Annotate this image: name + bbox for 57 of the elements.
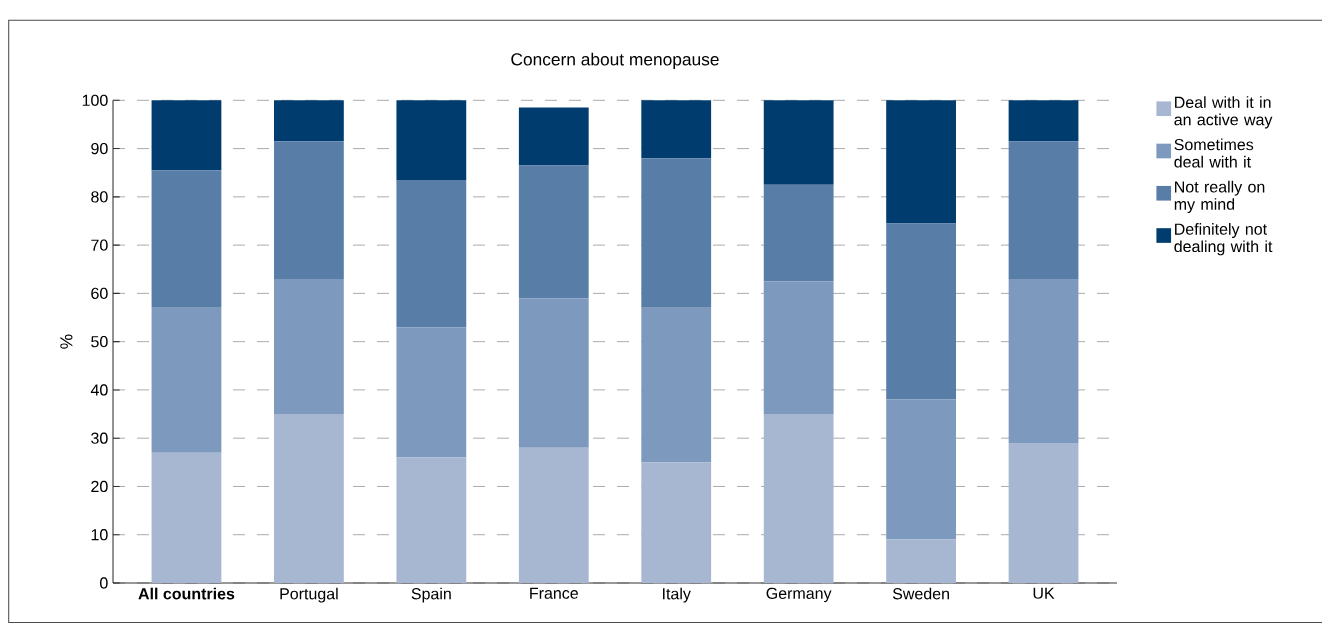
bar [151,452,222,583]
bar [274,278,344,415]
bar [1008,443,1079,583]
bar [396,179,467,328]
bar [1008,278,1079,444]
bar [1008,100,1079,142]
x-tick-label: Portugal [280,587,338,603]
bar [151,100,222,171]
legend-label: Deal with it in an active way [1174,96,1273,129]
bar [886,100,956,224]
y-tick-label: 80 [91,191,108,203]
x-tick-label: Germany [766,587,832,603]
x-tick-label: Italy [663,587,691,603]
y-tick-label: 0 [100,577,108,589]
bar [1008,141,1079,279]
y-tick-label: 70 [91,239,108,251]
bar [396,457,467,583]
y-axis-title: % [60,334,73,349]
bar [641,462,712,583]
y-tick-label: 20 [91,480,108,493]
y-tick-label: 100 [82,94,108,106]
bar [886,223,956,400]
legend-label: Definitely not dealing with it [1174,223,1273,256]
y-tick-label: 40 [90,384,108,396]
chart-title: Concern about menopause [511,52,719,69]
bar [886,399,956,540]
x-tick-label: UK [1033,587,1055,599]
bar [641,100,712,159]
y-tick-label: 30 [91,432,108,444]
bar [274,141,344,279]
legend-label: Not really on my mind [1174,180,1265,214]
y-tick-label: 10 [91,529,108,541]
y-tick-label: 90 [91,142,108,155]
x-tick-label: Spain [411,587,451,603]
bar [641,158,712,308]
x-tick-label: France [530,587,578,599]
bar [518,447,589,583]
bar [763,184,834,282]
bar [518,165,589,299]
bar [763,414,834,583]
x-tick-label: All countries [138,587,235,600]
bar [886,539,956,583]
y-tick-label: 50 [91,335,108,348]
x-tick-label: Sweden [892,587,949,600]
legend-label: Sometimes deal with it [1174,138,1254,168]
bar [518,298,589,448]
bar [763,100,834,185]
bar [396,327,467,458]
y-tick-label: 60 [91,287,108,300]
bar [274,100,344,142]
bar [763,281,834,415]
bar [151,307,222,453]
bar [396,100,467,180]
bar [641,307,712,463]
bar [518,107,589,166]
bar [274,414,344,583]
bar [151,170,222,308]
